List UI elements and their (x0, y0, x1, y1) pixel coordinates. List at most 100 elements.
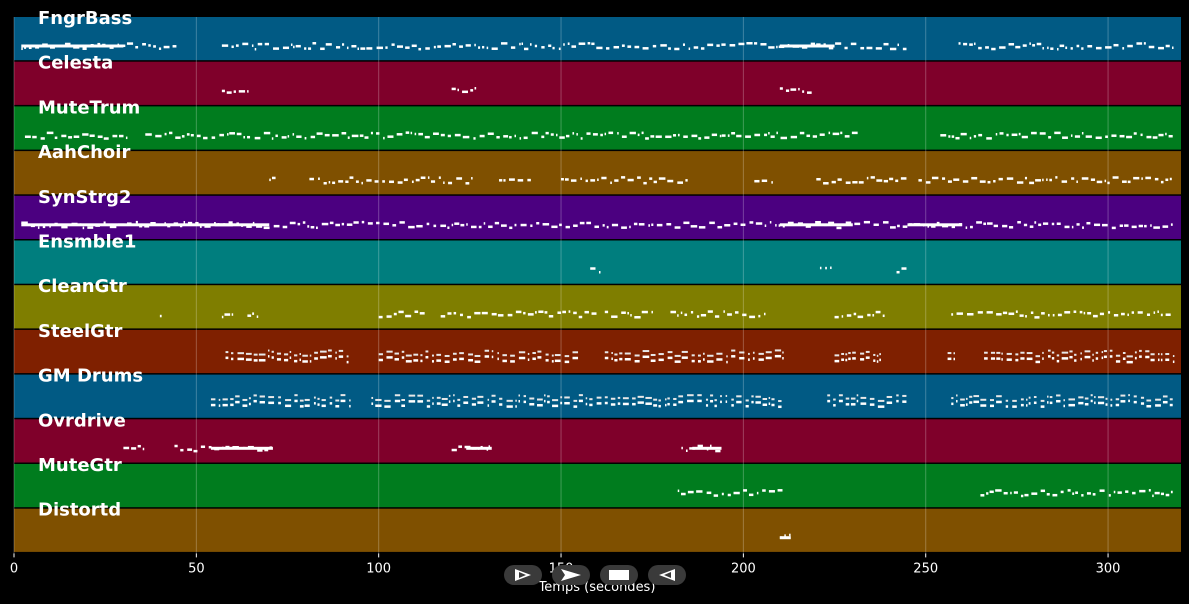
note (376, 46, 383, 50)
note (802, 90, 805, 93)
note (1162, 400, 1168, 404)
note (674, 226, 681, 229)
note (1015, 353, 1019, 356)
note (225, 351, 229, 354)
note (518, 351, 526, 354)
note (214, 447, 220, 451)
note (441, 397, 448, 400)
note (181, 135, 185, 138)
note (1032, 44, 1036, 47)
note (150, 221, 156, 225)
note (973, 395, 980, 398)
note (1035, 355, 1041, 358)
note (1144, 224, 1147, 228)
note (989, 490, 994, 494)
note (90, 44, 94, 47)
note (1057, 313, 1062, 317)
stop-button[interactable] (600, 565, 638, 585)
note (951, 135, 955, 138)
note (459, 352, 464, 355)
note (329, 221, 334, 225)
note (1122, 47, 1125, 50)
note (500, 224, 507, 227)
note (572, 351, 579, 354)
note (491, 400, 496, 403)
note (613, 45, 620, 49)
note (560, 401, 563, 405)
note (823, 43, 826, 46)
note (229, 132, 235, 135)
note (1137, 311, 1143, 314)
note (273, 224, 280, 228)
note (1074, 353, 1077, 356)
note (696, 315, 700, 318)
note (340, 399, 346, 403)
note (370, 131, 373, 135)
note (203, 136, 208, 140)
note (580, 137, 583, 140)
note (320, 47, 325, 51)
note (1140, 396, 1145, 399)
note (405, 131, 410, 134)
note (480, 445, 483, 449)
note (650, 353, 656, 356)
note (313, 402, 316, 405)
note (1165, 353, 1170, 356)
note (748, 352, 750, 355)
note (942, 224, 949, 228)
track-label: SteelGtr (38, 321, 123, 342)
note (231, 45, 234, 49)
note (614, 353, 618, 356)
note (514, 223, 517, 227)
note (1071, 225, 1074, 229)
note (678, 400, 684, 404)
note (580, 177, 582, 181)
note (235, 395, 240, 398)
note (345, 180, 349, 183)
note (841, 352, 845, 355)
note (396, 133, 403, 136)
note (673, 403, 677, 406)
note (247, 445, 254, 449)
note (64, 42, 71, 46)
note (518, 394, 520, 397)
note (1025, 315, 1027, 318)
note (832, 132, 840, 136)
note (996, 357, 1001, 360)
note (474, 87, 477, 90)
note (515, 399, 517, 402)
note (447, 226, 450, 229)
track-label: Ovrdrive (38, 410, 126, 431)
note (464, 445, 471, 449)
note (523, 311, 526, 315)
note (993, 224, 998, 228)
note (845, 358, 848, 362)
note (658, 353, 664, 356)
note (886, 395, 893, 398)
note (790, 135, 798, 139)
note (673, 397, 677, 400)
note (245, 352, 252, 355)
play-button[interactable] (504, 565, 542, 585)
note (674, 354, 681, 357)
note (1061, 357, 1069, 360)
note (562, 310, 566, 314)
fast-forward-button[interactable] (552, 565, 590, 585)
note (1109, 349, 1113, 352)
note (1133, 132, 1137, 135)
note (1041, 312, 1045, 315)
note (758, 314, 761, 318)
note (109, 225, 117, 229)
note (537, 350, 542, 353)
rewind-button[interactable] (648, 565, 686, 585)
note (1008, 312, 1015, 316)
note (294, 394, 298, 397)
note (310, 225, 315, 229)
note (777, 489, 783, 492)
note (157, 223, 163, 226)
note (665, 135, 672, 139)
note (902, 400, 907, 403)
note (835, 42, 842, 45)
note (765, 356, 772, 360)
